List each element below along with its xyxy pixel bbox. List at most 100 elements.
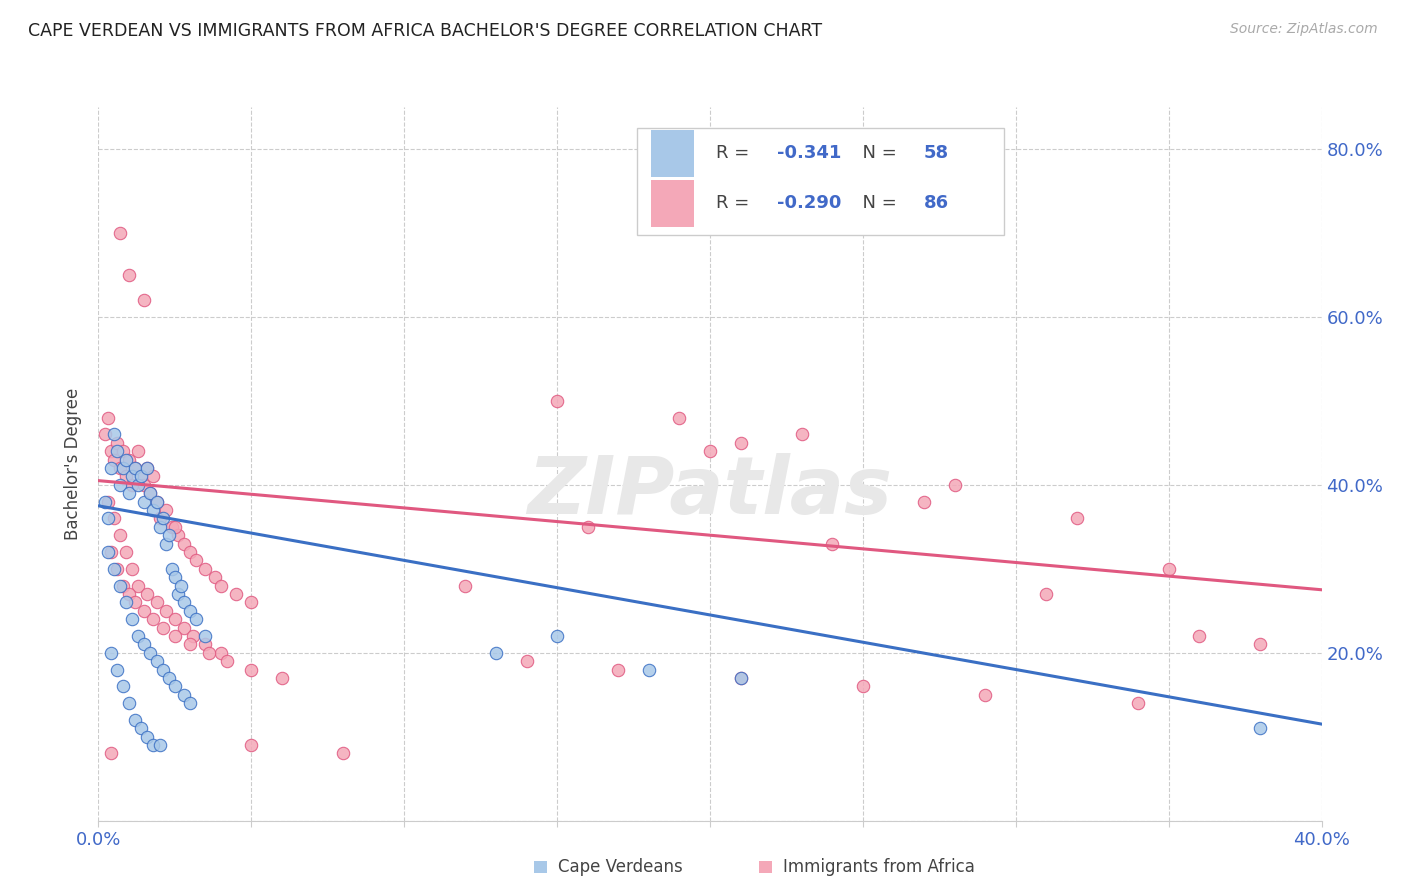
Point (103, 511, 125, 525)
Point (163, 679, 186, 693)
Text: -0.290: -0.290 (778, 194, 842, 212)
Point (142, 503, 165, 517)
Point (270, 671, 292, 685)
Point (108, 528, 131, 542)
Point (97, 511, 120, 525)
Y-axis label: Bachelor's Degree: Bachelor's Degree (65, 388, 83, 540)
Point (485, 646, 508, 660)
Point (139, 646, 162, 660)
FancyBboxPatch shape (637, 128, 1004, 235)
Point (118, 696, 141, 710)
Point (790, 427, 813, 442)
Text: R =: R = (716, 194, 761, 212)
Point (209, 646, 232, 660)
Point (115, 545, 138, 559)
Point (139, 486, 162, 500)
Point (103, 562, 125, 576)
Text: N =: N = (851, 145, 903, 162)
Point (103, 427, 125, 442)
Point (173, 688, 195, 702)
Point (240, 595, 263, 609)
Point (194, 562, 217, 576)
Point (149, 511, 172, 525)
Point (152, 663, 174, 677)
Point (179, 696, 201, 710)
Point (134, 637, 156, 651)
Text: CAPE VERDEAN VS IMMIGRANTS FROM AFRICA BACHELOR'S DEGREE CORRELATION CHART: CAPE VERDEAN VS IMMIGRANTS FROM AFRICA B… (28, 22, 823, 40)
Point (115, 595, 138, 609)
Point (194, 637, 217, 651)
Text: Source: ZipAtlas.com: Source: ZipAtlas.com (1230, 22, 1378, 37)
Point (100, 545, 122, 559)
Point (121, 469, 143, 483)
Text: Immigrants from Africa: Immigrants from Africa (783, 858, 974, 876)
Point (170, 578, 193, 592)
Point (157, 671, 180, 685)
Point (127, 478, 149, 492)
Point (668, 410, 690, 425)
Point (637, 663, 661, 677)
Point (100, 646, 122, 660)
Point (607, 663, 630, 677)
Point (730, 671, 752, 685)
Point (108, 578, 131, 592)
Point (179, 604, 201, 618)
Point (699, 444, 721, 458)
Point (127, 578, 149, 592)
Point (105, 663, 128, 677)
Point (129, 721, 152, 735)
Point (186, 553, 208, 567)
Point (111, 679, 134, 693)
Point (181, 629, 204, 643)
Point (160, 520, 183, 534)
Text: ZIPatlas: ZIPatlas (527, 453, 893, 532)
Point (167, 587, 190, 601)
Point (179, 545, 201, 559)
Point (1066, 511, 1088, 525)
Point (129, 469, 152, 483)
Point (145, 494, 167, 508)
Point (454, 578, 477, 592)
Point (127, 629, 149, 643)
Point (124, 713, 146, 727)
Point (97, 494, 120, 508)
Point (730, 435, 752, 450)
Point (173, 536, 195, 550)
Point (136, 461, 159, 475)
Point (912, 494, 935, 508)
Point (118, 587, 141, 601)
Point (115, 452, 138, 467)
Point (127, 444, 149, 458)
Point (108, 226, 131, 240)
Point (1035, 587, 1057, 601)
Point (145, 494, 167, 508)
Point (134, 478, 156, 492)
Point (134, 293, 156, 307)
Point (111, 461, 134, 475)
Point (124, 595, 146, 609)
Point (121, 612, 143, 626)
Point (186, 612, 208, 626)
Point (163, 520, 186, 534)
Point (142, 469, 165, 483)
Bar (651, 180, 695, 227)
Point (149, 738, 172, 752)
Point (204, 570, 226, 584)
Point (163, 629, 186, 643)
Point (124, 461, 146, 475)
Text: Cape Verdeans: Cape Verdeans (558, 858, 683, 876)
Point (1249, 637, 1271, 651)
Point (1249, 721, 1271, 735)
Point (97, 545, 120, 559)
Point (730, 671, 752, 685)
Point (152, 621, 174, 635)
Point (145, 595, 167, 609)
Point (105, 444, 128, 458)
Point (103, 452, 125, 467)
Point (105, 435, 128, 450)
Point (118, 452, 141, 467)
Point (121, 562, 143, 576)
Point (240, 738, 263, 752)
Point (173, 621, 195, 635)
Point (100, 461, 122, 475)
